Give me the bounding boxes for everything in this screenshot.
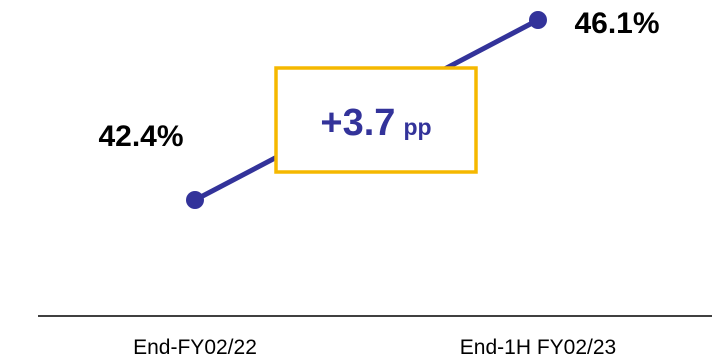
annotation-text: +3.7 pp — [320, 102, 431, 144]
annotation-box — [274, 66, 478, 174]
x-tick-label: End-1H FY02/23 — [460, 336, 616, 358]
data-point — [186, 191, 204, 209]
x-tick-label: End-FY02/22 — [133, 336, 257, 358]
data-point — [529, 11, 547, 29]
data-label: 42.4% — [98, 120, 183, 153]
data-label: 46.1% — [574, 7, 659, 40]
